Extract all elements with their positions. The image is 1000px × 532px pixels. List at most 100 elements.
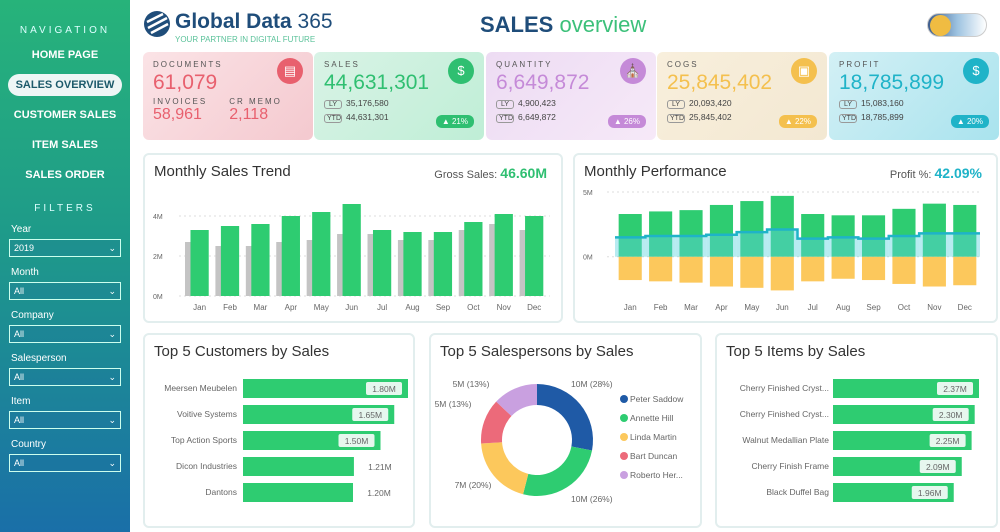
bar-last-year [458,230,467,296]
bar-sales [281,216,300,296]
legend-marker [620,471,628,479]
bar-sales [464,222,483,296]
bar-last-year [428,240,436,296]
category-label: Dicon Industries [176,461,237,471]
kpi-card-quantity: QUANTITY 6,649,872 ⛪ LY 4,900,423 YTD 6,649,87… [486,52,656,140]
bar-last-year [276,242,284,296]
kpi-label: COGS [667,60,699,69]
nav-item-home-page[interactable]: HOME PAGE [31,49,99,61]
filter-value: All [14,458,25,468]
bar-cogs [861,256,886,281]
filter-month-dropdown[interactable]: All ⌄ [9,282,121,300]
profit-area [675,236,707,257]
nav-item-item-sales[interactable]: ITEM SALES [31,139,98,151]
monthly-sales-chart: 0M 2M 4M Jan Feb Mar Apr May Jun Jul Aug Sep Oct Nov D… [153,204,550,312]
donut-slice [496,384,537,417]
donut-slice [537,384,593,451]
filters-heading: FILTERS [34,203,96,214]
filter-company-dropdown[interactable]: All ⌄ [9,325,121,343]
growth-badge: ▲ 22% [778,115,817,128]
data-label: 2.37M [943,384,967,394]
growth-badge: ▲ 26% [607,115,646,128]
nav-item-sales-order[interactable]: SALES ORDER [25,169,105,181]
filter-country-dropdown[interactable]: All ⌄ [9,454,121,472]
profit-pct-label: Profit %: [889,169,932,181]
ytd-tag: YTD [324,114,342,123]
slice-label: 7M (20%) [455,480,492,490]
category-label: Cherry Finish Frame [752,461,830,471]
brand-suffix: 365 [297,10,333,33]
top-items-card: Top 5 Items by Sales Cherry Finished Cry… [715,333,998,528]
ly-value: 15,083,160 [861,98,904,108]
ly-tag: LY [667,100,685,109]
filter-value: All [14,415,25,425]
y-tick-label: 0M [153,294,163,301]
profit-area [767,229,798,257]
nav-item-customer-sales[interactable]: CUSTOMER SALES [13,109,117,121]
top-salespersons-card: Top 5 Salespersons by Sales Peter Saddow… [429,333,702,528]
title-bold: SALES [480,12,554,37]
bar-last-year [397,240,406,296]
data-label: 2.09M [926,462,950,472]
x-tick-label: Jan [193,303,206,312]
category-label: Top Action Sports [171,435,237,445]
kpi-label: QUANTITY [496,60,553,69]
data-label-bg [911,486,948,499]
x-tick-label: Oct [898,303,911,312]
bar-sales [740,201,764,257]
legend-marker [620,433,628,441]
kpi-card-sales: SALES 44,631,301 $ LY 35,176,580 YTD 44,631,30… [314,52,484,140]
bar-sales [618,214,642,257]
profit-area [919,233,950,257]
top-items-chart: Cherry Finished Cryst... 2.37M Cherry Fini… [740,379,979,502]
bar [243,457,354,476]
bar-cogs [618,256,642,281]
globe-logo-icon [144,11,170,37]
bar-cogs [679,256,703,283]
brand-tagline: YOUR PARTNER IN DIGITAL FUTURE [175,35,316,44]
profit-line [615,228,980,240]
top-customers-card: Top 5 Customers by Sales Meersen Meubele… [143,333,415,528]
y-tick-label: 4M [153,214,163,221]
x-tick-label: Feb [654,303,668,312]
data-label-bg [352,408,389,421]
data-label: 2.25M [936,436,960,446]
legend-label: Peter Saddow [630,394,684,404]
x-tick-label: Oct [467,303,480,312]
data-label: 1.21M [368,462,392,472]
category-label: Walnut Medallian Plate [742,435,829,445]
slice-label: 5M (13%) [453,379,490,389]
filter-salesperson-dropdown[interactable]: All ⌄ [9,368,121,386]
legend-marker [620,395,628,403]
growth-badge: ▲ 20% [950,115,989,128]
legend-label: Roberto Her... [630,470,683,480]
data-label-bg [929,434,966,447]
legend-label: Linda Martin [630,432,677,442]
bar-sales [372,230,392,296]
ytd-tag: YTD [667,114,685,123]
category-label: Meersen Meubelen [164,383,237,393]
data-label: 1.20M [367,488,391,498]
bar-cogs [953,256,977,286]
category-label: Black Duffel Bag [766,487,829,497]
filter-value: All [14,372,25,382]
bar-sales [953,204,977,257]
bar-sales [679,210,703,257]
bar-sales [312,212,331,296]
bar-last-year [306,240,315,296]
ytd-value: 25,845,402 [689,112,732,122]
bar-cogs [922,256,946,287]
bar-sales [649,211,673,257]
category-label: Dantons [205,487,237,497]
chart-title: Monthly Performance [584,163,727,180]
filter-year-dropdown[interactable]: 2019 ⌄ [9,239,121,257]
theme-toggle[interactable] [927,13,987,37]
legend-label: Bart Duncan [630,451,678,461]
invoices-label: INVOICES [153,97,208,106]
filter-item-dropdown[interactable]: All ⌄ [9,411,121,429]
nav-item-sales-overview[interactable]: SALES OVERVIEW [8,74,122,96]
bar [243,483,353,502]
chevron-down-icon: ⌄ [108,415,116,425]
data-label: 2.30M [939,410,963,420]
chevron-down-icon: ⌄ [108,458,116,468]
